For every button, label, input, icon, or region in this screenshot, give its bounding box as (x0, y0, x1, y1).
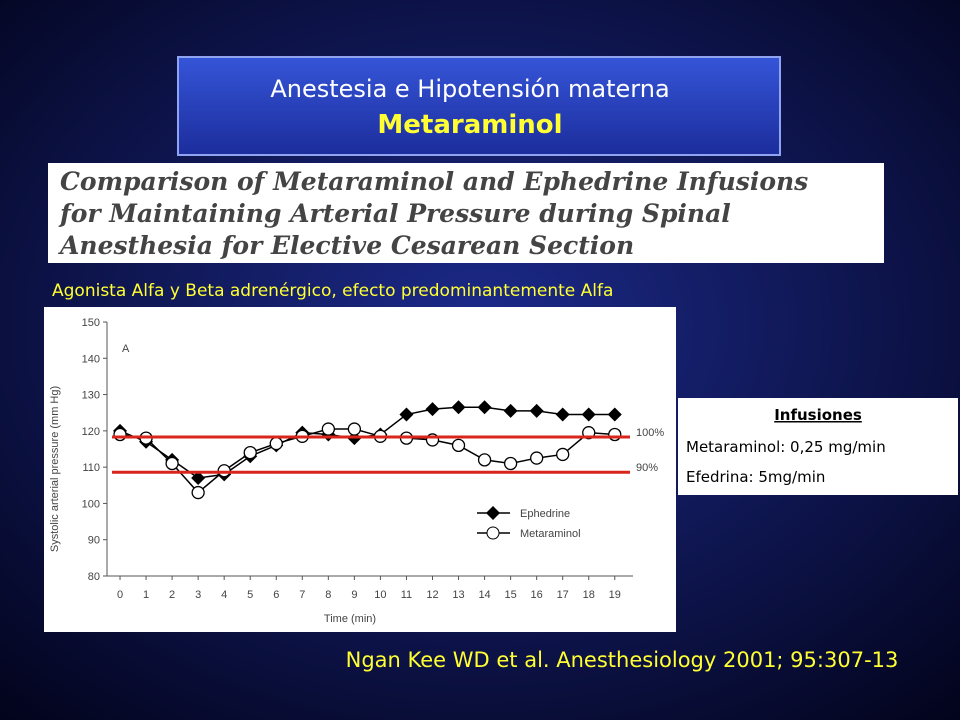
title-sub: Metaraminol (377, 110, 562, 140)
article-title: Comparison of Metaraminol and Ephedrine … (60, 167, 808, 196)
infusion-item: Metaraminol: 0,25 mg/min (686, 438, 886, 456)
marker (321, 422, 335, 436)
x-tick-label: 4 (221, 589, 227, 601)
infusions-box (678, 398, 958, 495)
x-tick-label: 5 (247, 589, 253, 601)
x-tick-label: 1 (143, 589, 149, 601)
marker (477, 453, 492, 467)
x-tick-label: 13 (452, 589, 464, 601)
marker (347, 422, 362, 436)
y-tick-label: 130 (82, 390, 100, 402)
subtitle: Agonista Alfa y Beta adrenérgico, efecto… (52, 281, 613, 301)
marker (503, 456, 518, 471)
marker (113, 427, 127, 442)
infusion-item: Efedrina: 5mg/min (686, 468, 825, 486)
marker (555, 407, 570, 422)
legend-marker (486, 506, 500, 520)
y-axis-label: Systolic arterial pressure (mm Hg) (49, 386, 61, 552)
marker (451, 438, 466, 453)
x-tick-label: 18 (583, 589, 595, 601)
x-tick-label: 10 (374, 589, 386, 601)
x-tick-label: 16 (531, 589, 543, 601)
marker (243, 445, 257, 460)
marker (399, 407, 414, 422)
chart-box (44, 307, 676, 632)
x-tick-label: 11 (401, 589, 412, 601)
x-tick-label: 7 (299, 589, 305, 601)
article-box (48, 163, 884, 263)
marker (608, 427, 622, 442)
reference-label: 90% (636, 462, 658, 474)
y-tick-label: 150 (82, 317, 100, 329)
x-tick-label: 8 (325, 589, 331, 601)
article-title: for Maintaining Arterial Pressure during… (58, 199, 731, 228)
marker (556, 447, 570, 462)
legend-label: Ephedrine (520, 508, 570, 520)
x-tick-label: 2 (169, 589, 175, 601)
marker (451, 400, 466, 415)
legend-marker (486, 526, 500, 540)
y-tick-label: 80 (88, 571, 100, 583)
panel-label: A (122, 343, 130, 355)
marker (530, 451, 544, 465)
x-tick-label: 17 (557, 589, 569, 601)
marker (503, 403, 518, 418)
x-tick-label: 6 (273, 589, 279, 601)
x-tick-label: 15 (504, 589, 516, 601)
title-box (177, 56, 781, 156)
marker (607, 407, 622, 422)
marker (477, 400, 492, 415)
y-tick-label: 100 (82, 498, 100, 510)
article-title: Anesthesia for Elective Cesarean Section (58, 231, 634, 260)
marker (191, 485, 205, 500)
marker (191, 471, 206, 486)
marker (165, 456, 179, 471)
x-tick-label: 19 (609, 589, 621, 601)
x-tick-label: 12 (426, 589, 438, 601)
x-tick-label: 9 (351, 589, 357, 601)
marker (425, 402, 440, 417)
y-tick-label: 140 (82, 353, 100, 365)
marker (529, 403, 544, 418)
infusions-heading: Infusiones (774, 406, 862, 424)
y-tick-label: 120 (82, 426, 100, 438)
x-tick-label: 3 (195, 589, 201, 601)
y-tick-label: 90 (88, 535, 100, 547)
marker (581, 407, 596, 422)
x-axis-label: Time (min) (324, 613, 376, 625)
title: Anestesia e Hipotensión materna (270, 75, 669, 103)
reference-label: 100% (636, 427, 664, 439)
x-tick-label: 14 (478, 589, 490, 601)
marker (269, 436, 283, 451)
legend-label: Metaraminol (520, 528, 581, 540)
y-tick-label: 110 (82, 462, 100, 474)
citation: Ngan Kee WD et al. Anesthesiology 2001; … (346, 648, 899, 672)
x-tick-label: 0 (117, 589, 123, 601)
